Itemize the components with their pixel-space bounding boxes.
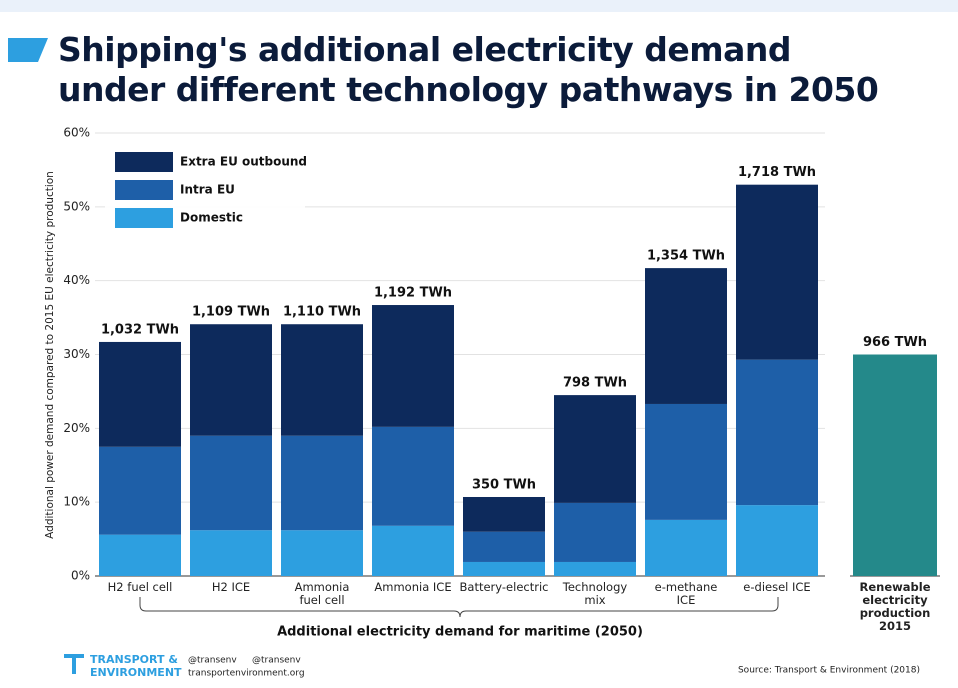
total-label: 1,718 TWh xyxy=(738,165,816,180)
x-tick-label: Ammonia fuel cell xyxy=(294,580,350,607)
bar-segment xyxy=(736,184,818,360)
bar xyxy=(853,354,937,576)
x-axis-label: Additional electricity demand for mariti… xyxy=(277,625,643,640)
y-tick-label: 20% xyxy=(63,421,90,435)
bar-segment xyxy=(372,426,454,526)
logo-text: ENVIRONMENT xyxy=(90,666,182,679)
website: transportenvironment.org xyxy=(188,669,305,679)
bar-segment xyxy=(190,530,272,576)
x-tick-label: Technology mix xyxy=(562,580,628,607)
logo-icon xyxy=(72,654,76,674)
bar-segment xyxy=(372,525,454,576)
title-marker xyxy=(8,38,48,62)
bar-segment xyxy=(99,341,181,447)
total-label: 1,032 TWh xyxy=(101,322,179,337)
x-tick-label: Renewable electricity production 2015 xyxy=(859,580,931,633)
x-tick-label: H2 ICE xyxy=(211,580,251,594)
bar-segment xyxy=(281,530,363,576)
bar-segment xyxy=(463,496,545,532)
y-tick-label: 40% xyxy=(63,273,90,287)
bar-segment xyxy=(372,305,454,427)
bar-segment xyxy=(99,446,181,535)
bar-segment xyxy=(645,403,727,520)
top-strip xyxy=(0,0,958,12)
x-tick-label: e-diesel ICE xyxy=(743,580,811,594)
total-label: 350 TWh xyxy=(472,477,536,492)
bar-segment xyxy=(281,324,363,436)
total-label: 1,109 TWh xyxy=(192,305,270,320)
source: Source: Transport & Environment (2018) xyxy=(738,666,920,676)
legend-swatch xyxy=(115,180,173,200)
category-brace xyxy=(139,597,779,618)
y-axis-label: Additional power demand compared to 2015… xyxy=(44,171,56,539)
x-tick-label: e-methane ICE xyxy=(654,580,718,607)
facebook-handle: @transenv xyxy=(252,656,301,666)
legend-label: Domestic xyxy=(180,211,243,225)
bar-segment xyxy=(99,534,181,576)
y-tick-label: 30% xyxy=(63,347,90,361)
legend-label: Intra EU xyxy=(180,183,235,197)
bar-segment xyxy=(554,502,636,562)
value-label: 966 TWh xyxy=(863,335,927,350)
y-tick-label: 10% xyxy=(63,495,90,509)
bar-segment xyxy=(190,435,272,531)
y-tick-label: 60% xyxy=(63,126,90,140)
y-tick-label: 50% xyxy=(63,199,90,213)
bar-segment xyxy=(736,359,818,506)
bar-segment xyxy=(736,505,818,576)
legend-swatch xyxy=(115,208,173,228)
legend-swatch xyxy=(115,152,173,172)
total-label: 1,110 TWh xyxy=(283,305,361,320)
bar-segment xyxy=(463,561,545,576)
bar-segment xyxy=(190,324,272,436)
y-tick-label: 0% xyxy=(71,569,90,583)
x-tick-label: H2 fuel cell xyxy=(107,580,173,594)
bar-segment xyxy=(645,268,727,404)
total-label: 1,354 TWh xyxy=(647,249,725,264)
bar-segment xyxy=(554,395,636,503)
total-label: 1,192 TWh xyxy=(374,286,452,301)
bar-segment xyxy=(281,435,363,531)
total-label: 798 TWh xyxy=(563,376,627,391)
bar-segment xyxy=(554,561,636,576)
bar-segment xyxy=(463,531,545,562)
x-tick-label: Ammonia ICE xyxy=(374,580,452,594)
x-tick-label: Battery-electric xyxy=(459,580,549,594)
twitter-handle: @transenv xyxy=(188,656,237,666)
chart-title: Shipping's additional electricity demand… xyxy=(58,30,879,109)
bar-segment xyxy=(645,519,727,576)
logo-text: TRANSPORT & xyxy=(90,653,178,666)
legend-label: Extra EU outbound xyxy=(180,155,307,169)
